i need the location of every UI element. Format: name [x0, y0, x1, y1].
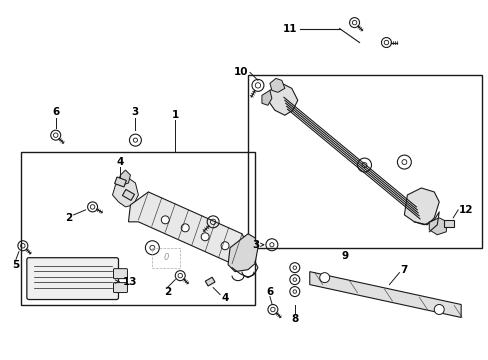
Text: 13: 13 [122, 276, 137, 287]
Polygon shape [269, 78, 285, 92]
Circle shape [319, 273, 329, 283]
Polygon shape [309, 272, 460, 318]
Text: 6: 6 [266, 287, 273, 297]
Text: 11: 11 [283, 24, 297, 33]
Text: 12: 12 [458, 205, 473, 215]
Polygon shape [262, 90, 271, 105]
Bar [152, 248, 180, 268]
FancyBboxPatch shape [113, 269, 127, 279]
Polygon shape [267, 84, 297, 115]
Text: 2: 2 [163, 287, 171, 297]
Text: 6: 6 [52, 107, 59, 117]
Text: 9: 9 [340, 251, 347, 261]
Polygon shape [428, 218, 447, 235]
Text: 5: 5 [12, 260, 20, 270]
Text: 4: 4 [117, 157, 124, 167]
Polygon shape [227, 234, 258, 272]
Text: 1: 1 [171, 110, 179, 120]
Circle shape [221, 242, 228, 250]
FancyBboxPatch shape [113, 283, 127, 293]
Text: 3: 3 [252, 240, 260, 250]
Polygon shape [114, 177, 126, 187]
Text: 7: 7 [400, 265, 407, 275]
Polygon shape [404, 188, 438, 225]
Circle shape [161, 216, 169, 224]
Text: 10: 10 [233, 67, 247, 77]
Text: 0: 0 [163, 253, 169, 262]
Text: 8: 8 [290, 314, 298, 324]
Polygon shape [122, 189, 134, 201]
FancyBboxPatch shape [27, 258, 118, 300]
Bar [247, 75, 481, 248]
Circle shape [433, 305, 443, 315]
Circle shape [181, 224, 189, 232]
Polygon shape [205, 277, 215, 286]
Polygon shape [118, 170, 130, 185]
Polygon shape [112, 178, 138, 207]
Text: 4: 4 [221, 293, 228, 302]
Polygon shape [443, 220, 453, 227]
Polygon shape [128, 192, 247, 264]
Text: 3: 3 [132, 107, 139, 117]
Circle shape [201, 233, 209, 241]
Bar [21, 152, 254, 305]
Text: 2: 2 [65, 213, 72, 223]
